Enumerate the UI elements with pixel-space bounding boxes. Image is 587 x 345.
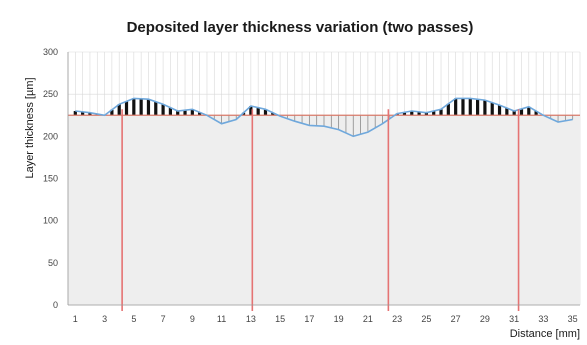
- x-axis-label: Distance [mm]: [510, 328, 580, 340]
- fill-band-area: [68, 115, 580, 305]
- x-tick-label: 7: [161, 314, 166, 324]
- y-tick-label: 250: [43, 89, 58, 99]
- x-tick-label: 13: [246, 314, 256, 324]
- x-tick-label: 15: [275, 314, 285, 324]
- x-tick-label: 17: [304, 314, 314, 324]
- x-tick-label: 3: [102, 314, 107, 324]
- y-tick-label: 50: [48, 258, 58, 268]
- y-tick-label: 150: [43, 174, 58, 184]
- x-tick-label: 23: [392, 314, 402, 324]
- y-tick-label: 300: [43, 47, 58, 57]
- x-tick-label: 11: [217, 314, 226, 324]
- x-tick-labels: 1 3 5 7 9 11 13 15 17 19 21 23 25 27 29 31 33 35: [73, 314, 578, 324]
- x-tick-label: 5: [131, 314, 136, 324]
- axes: [67, 52, 580, 306]
- chart-title: Deposited layer thickness variation (two…: [127, 19, 474, 36]
- x-tick-label: 27: [451, 314, 461, 324]
- y-tick-label: 200: [43, 131, 58, 141]
- x-tick-label: 25: [421, 314, 431, 324]
- x-tick-label: 29: [480, 314, 490, 324]
- x-tick-label: 21: [363, 314, 373, 324]
- x-tick-label: 35: [568, 314, 578, 324]
- pass-boundaries: [121, 109, 520, 311]
- y-tick-label: 0: [53, 300, 58, 310]
- y-tick-label: 100: [43, 216, 58, 226]
- thickness-line: [75, 97, 573, 138]
- y-axis-label: Layer thickness [µm]: [24, 77, 36, 178]
- fill-band: [68, 115, 580, 305]
- x-tick-label: 33: [538, 314, 548, 324]
- y-tick-labels: 0 50 100 150 200 250 300: [43, 47, 58, 310]
- x-tick-label: 9: [190, 314, 195, 324]
- x-tick-label: 31: [509, 314, 519, 324]
- x-tick-label: 1: [73, 314, 78, 324]
- x-tick-label: 19: [334, 314, 344, 324]
- thickness-series-line: [75, 97, 573, 138]
